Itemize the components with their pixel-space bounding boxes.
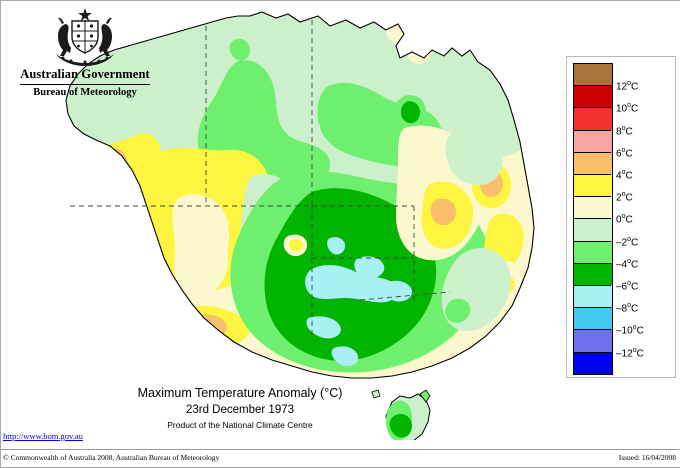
legend-swatch — [573, 174, 613, 197]
australia-anomaly-choropleth — [65, 11, 535, 440]
copyright-text: © Commonwealth of Australia 2008, Austra… — [3, 453, 220, 462]
tasmania — [371, 389, 431, 440]
legend-swatch — [573, 262, 613, 285]
legend-swatch — [573, 107, 613, 130]
anomaly-map — [65, 11, 535, 440]
agency-title: Bureau of Meteorology — [33, 87, 137, 98]
legend-swatch — [573, 129, 613, 152]
legend-swatch — [573, 240, 613, 263]
legend-label: 10oC — [616, 102, 639, 115]
legend-label: 2oC — [616, 191, 633, 204]
legend-swatch-divider — [573, 262, 611, 264]
legend-swatch-divider — [573, 351, 611, 353]
bom-website-link[interactable]: http://www.bom.gov.au — [3, 431, 83, 441]
legend-swatch-divider — [573, 174, 611, 175]
legend-label: 8oC — [616, 124, 633, 137]
legend-swatch — [573, 196, 613, 219]
legend-swatch — [573, 285, 613, 308]
map-title-block: Maximum Temperature Anomaly (°C) 23rd De… — [60, 386, 420, 430]
legend-swatch — [573, 329, 613, 352]
legend-label: 12oC — [616, 80, 639, 93]
legend-label: –8oC — [616, 302, 639, 315]
map-product-line: Product of the National Climate Centre — [167, 420, 313, 430]
legend-label: 6oC — [616, 146, 633, 160]
government-title: Australian Government — [20, 67, 150, 81]
footer-url-row: http://www.bom.gov.au — [0, 427, 680, 450]
australian-coat-of-arms-icon — [56, 8, 114, 66]
legend-label: –6oC — [616, 280, 639, 293]
legend-label: –12oC — [616, 346, 644, 359]
legend-swatch — [573, 151, 613, 174]
page-footer: http://www.bom.gov.au © Commonwealth of … — [0, 427, 680, 467]
legend-swatch — [573, 85, 613, 108]
legend-label: –10oC — [616, 324, 644, 337]
legend-panel: 12oC 10oC 8oC 6oC 4oC 2oC 0oC –2oC –4oC –6oC –8oC –… — [566, 56, 676, 378]
legend-swatch-divider — [573, 129, 611, 131]
legend-swatch-divider — [573, 329, 611, 331]
legend-swatch-divider — [573, 240, 611, 242]
legend-swatch — [573, 351, 613, 375]
legend-label: 4oC — [616, 169, 633, 182]
legend-label: 0oC — [616, 213, 633, 226]
legend-swatch-divider — [573, 285, 611, 286]
map-date: 23rd December 1973 — [185, 404, 295, 416]
legend-swatch — [573, 218, 613, 241]
legend-swatch — [573, 307, 613, 330]
legend-swatch-divider — [573, 107, 611, 109]
legend-label: –4oC — [616, 257, 639, 271]
legend-swatch-divider — [573, 307, 611, 309]
bom-logo-block: Australian Government Bureau of Meteorol… — [10, 4, 160, 98]
legend-swatch — [573, 63, 613, 87]
legend-label: –2oC — [616, 235, 639, 248]
legend-swatch-divider — [573, 151, 611, 153]
legend-swatch-divider — [573, 196, 611, 198]
logo-divider — [20, 84, 150, 85]
legend-swatch-divider — [573, 85, 611, 87]
australia-coastline — [65, 11, 535, 379]
issued-date: Issued: 16/04/2008 — [618, 453, 676, 462]
page-title: Maximum Temperature Anomaly (°C) — [137, 386, 343, 400]
legend-swatches: 12oC 10oC 8oC 6oC 4oC 2oC 0oC –2oC –4oC –6oC –8oC –… — [567, 57, 675, 377]
footer-copyright-row: © Commonwealth of Australia 2008, Austra… — [0, 450, 680, 467]
state-borders — [70, 20, 451, 340]
legend-swatch-divider — [573, 218, 611, 220]
